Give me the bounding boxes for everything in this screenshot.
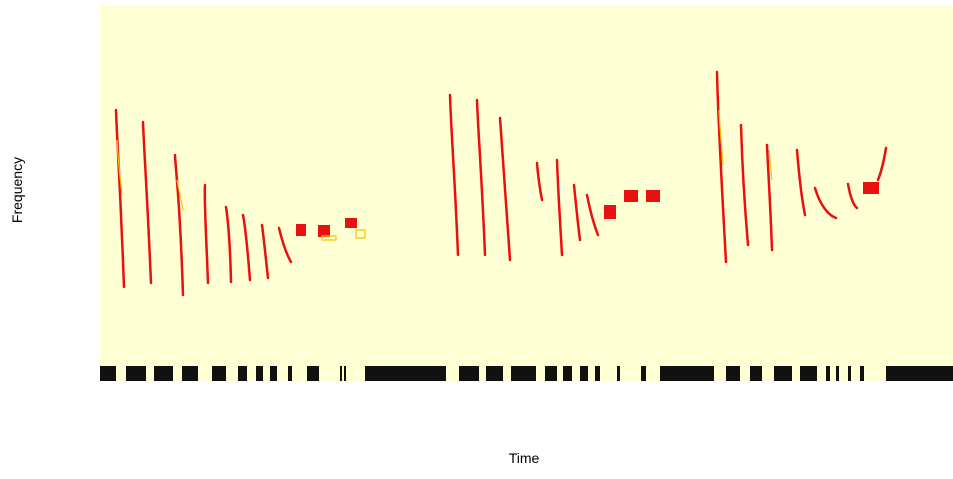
plot-area (100, 5, 953, 381)
activity-band (100, 366, 953, 381)
y-axis-label: Frequency (9, 157, 25, 223)
x-axis-label: Time (509, 450, 540, 466)
spectrogram-traces (114, 70, 888, 297)
